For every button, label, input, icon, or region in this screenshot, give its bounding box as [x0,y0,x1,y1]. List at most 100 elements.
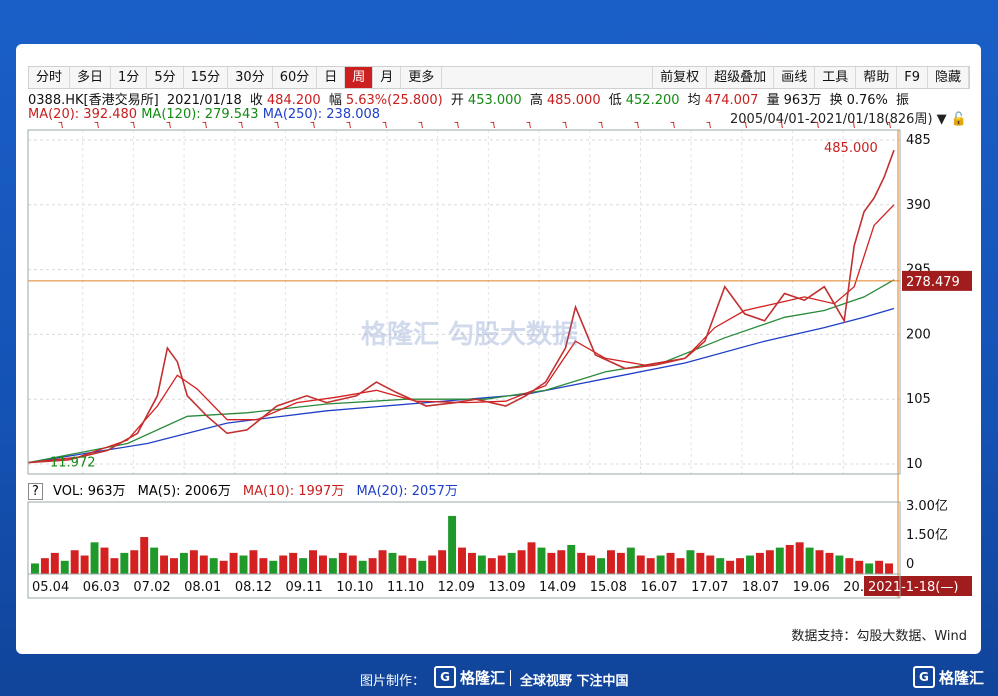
tool-help[interactable]: 帮助 [856,67,898,88]
max-price-label: 485.000 [824,141,878,156]
vol-ma10-legend: MA(10): 1997万 [242,484,345,499]
volume-bar [388,552,397,574]
tool-draw[interactable]: 画线 [774,67,816,88]
watermark: 格隆汇 勾股大数据 [361,320,579,350]
event-marker: ٦ [742,120,747,131]
x-tick-label-1: 06.03 [83,580,120,595]
min-price-label: 11.972 [50,456,96,471]
dropdown-icon[interactable]: ▼ [936,112,947,127]
volume-bar [90,542,99,574]
y-tick-label-4: 390 [906,198,931,213]
logo-g-icon: G [434,666,456,688]
volume-bar [279,555,288,574]
tool-f9[interactable]: F9 [897,67,928,88]
volume-bar [775,547,784,574]
volume-bar [616,552,625,574]
period-tab-week[interactable]: 周 [345,67,374,88]
made-by-label: 图片制作： [360,674,426,689]
y-tick-label-0: 10 [906,457,923,472]
volume-bar [110,558,119,574]
high-value: 485.000 [546,93,601,107]
period-tab-60min[interactable]: 60分 [273,67,318,88]
period-tab-month[interactable]: 月 [373,67,402,88]
event-marker: ٦ [634,120,639,131]
volume-bar [497,555,506,574]
volume-legend: ? VOL: 963万 MA(5): 2006万 MA(10): 1997万 M… [28,480,911,500]
x-axis-frame [27,573,901,599]
volume-bar [448,515,457,574]
volume-bar [50,552,59,574]
period-tab-30min[interactable]: 30分 [228,67,273,88]
volume-bar [189,550,198,574]
volume-bar [755,552,764,574]
volume-bar [100,547,109,574]
tool-hide[interactable]: 隐藏 [928,67,969,88]
period-tab-more[interactable]: 更多 [401,67,443,88]
volume-bar [259,558,268,574]
volume-bar [865,563,874,574]
x-tick-label-5: 09.11 [286,580,323,595]
y-tick-label-2: 200 [906,327,931,342]
volume-bar [408,558,417,574]
volume-bar [299,558,308,574]
divider [510,670,511,686]
volume-bar [40,558,49,574]
quote-info-line: 0388.HK[香港交易所] 2021/01/18 收 484.200 幅 5.63… [28,89,968,107]
period-tab-15min[interactable]: 15分 [184,67,229,88]
period-tab-fenshi[interactable]: 分时 [29,67,71,88]
low-value: 452.200 [625,93,680,107]
open-value: 453.000 [467,93,522,107]
event-marker: ٦ [814,120,819,131]
volume-bar [636,555,645,574]
toolbar: 分时 多日 1分 5分 15分 30分 60分 日 周 月 更多 前复权 超级叠… [28,66,970,89]
volume-bar [31,563,39,574]
volume-bar [269,560,278,574]
volume-bar [825,552,834,574]
event-marker: ٦ [706,120,711,131]
avg-label: 均 [687,93,701,107]
volume-bar [130,550,139,574]
price-panel-frame [27,129,901,475]
event-marker: ٦ [166,120,171,131]
turn-label: 换 [829,93,843,107]
slogan: 全球视野 下注中国 [520,674,629,689]
x-tick-label-14: 18.07 [742,580,779,595]
tool-forward-adjust[interactable]: 前复权 [653,67,708,88]
x-tick-label-8: 12.09 [438,580,475,595]
y-tick-label-5: 485 [906,133,931,148]
volume-bar [885,563,893,574]
tool-tools[interactable]: 工具 [815,67,857,88]
chart-x-labels: 05.04 06.03 07.02 08.01 08.12 09.11 10.10 11.10… [32,580,864,595]
volume-bar [438,550,447,574]
event-marker: ٦ [526,120,531,131]
volume-bar [150,547,159,574]
volume-bar [517,550,526,574]
x-tick-label-2: 07.02 [133,580,170,595]
volume-bar [855,560,864,574]
close-value: 484.200 [266,93,321,107]
volume-bar [477,555,486,574]
volume-bar [785,544,794,574]
x-tick-label-3: 08.01 [184,580,221,595]
lock-icon[interactable]: 🔓 [950,112,967,127]
help-icon[interactable]: ? [28,483,43,500]
period-tab-multiday[interactable]: 多日 [70,67,112,88]
volume-bar [507,552,516,574]
volume-bar [467,552,476,574]
ma20-series-line [27,204,895,464]
event-marker: ٦ [202,120,207,131]
volume-bar [309,550,317,574]
period-tab-day[interactable]: 日 [317,67,346,88]
period-tab-5min[interactable]: 5分 [147,67,184,88]
volume-bar [805,547,814,574]
date-range[interactable]: 2005/04/01-2021/01/18(826周) ▼ 🔓 [730,108,967,127]
x-tick-label-13: 17.07 [691,580,728,595]
volume-bar [875,560,884,574]
event-marker: ٦ [598,120,603,131]
toolbar-spacer [442,67,654,88]
volume-bar [527,542,536,574]
event-marker: ٦ [238,120,243,131]
period-tab-1min[interactable]: 1分 [111,67,148,88]
tool-super-overlay[interactable]: 超级叠加 [707,67,775,88]
